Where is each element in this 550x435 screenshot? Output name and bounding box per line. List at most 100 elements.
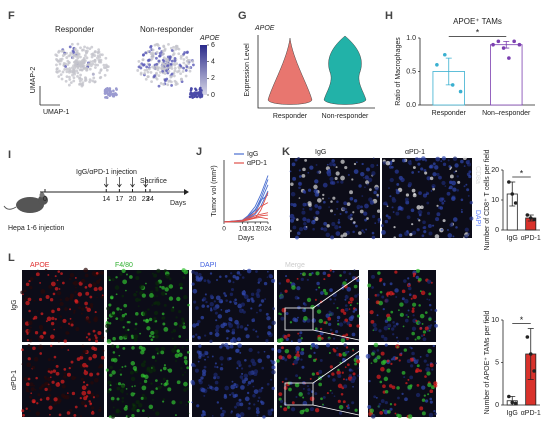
cell [56,279,59,282]
cell [156,268,161,273]
cell [360,205,363,209]
umap-cell [65,56,69,59]
umap-cell [144,77,148,81]
cell [342,378,345,381]
cell [343,384,348,389]
cell [84,273,89,278]
cell [323,278,326,281]
cell [326,392,329,395]
cell [429,324,433,327]
cell [403,376,406,379]
legend-label: IgG [247,151,258,158]
cell [167,387,172,392]
cell [457,180,461,184]
cell [183,388,187,392]
data-point [512,39,516,44]
panel-label: K [282,146,290,158]
umap-cell [97,48,101,51]
cell [93,287,98,292]
cell [308,203,312,207]
cell [21,409,25,413]
schedule-label: IgG/αPD-1 injection [76,169,137,176]
umap-cell [70,70,73,74]
panel-label: H [385,10,393,22]
umap-cell [79,46,82,50]
cell [332,196,336,200]
cell [447,229,449,231]
cell [176,380,181,385]
cell [35,376,38,380]
cell [299,331,303,335]
cell [250,292,255,297]
cell [391,198,397,203]
cell [386,316,392,322]
umap-cell [85,49,89,53]
cell [370,414,376,419]
cell [383,325,389,331]
umap-cell [83,66,87,70]
cell [372,157,375,160]
cell [325,232,330,238]
cell [186,350,190,354]
cell [382,161,387,165]
data-point [525,213,530,217]
cell [349,196,354,201]
umap-cell [198,88,202,91]
cell [301,365,305,369]
cell [350,301,353,304]
cell [38,386,43,390]
cell [300,337,303,340]
cell [159,369,163,372]
cell [40,312,44,316]
group-title: Responder [55,25,94,34]
cell [73,311,76,314]
cell [119,373,123,376]
cell [397,396,400,400]
cell [435,156,441,162]
cell [127,328,130,332]
cell [209,272,213,275]
umap-cell [182,66,185,70]
group-title: Non-responder [140,25,194,34]
cell [369,200,375,205]
cell [27,297,32,302]
cell [235,276,240,281]
cell [215,319,218,322]
umap-cell [169,46,173,50]
cell [346,405,348,408]
cell [81,385,87,391]
cell [405,193,410,197]
cell [33,315,38,320]
cell [348,272,352,275]
cell [111,311,116,315]
cell [336,353,340,357]
cell [334,298,337,301]
umap-cell [78,68,82,72]
cell [85,336,88,339]
cell [353,269,356,271]
cell [162,366,167,371]
umap-cell [190,87,193,90]
cell [63,371,67,375]
cell [420,205,424,210]
cell [425,353,429,358]
cell [148,317,153,322]
cell [329,209,334,213]
cell [371,173,375,176]
cell [133,334,139,339]
umap-cell [200,95,204,98]
cell [452,187,457,192]
cell [229,300,232,304]
cell [426,371,431,376]
cell [271,360,276,365]
cell [291,401,295,405]
cell [322,271,327,275]
cell [265,339,269,343]
cell [415,268,420,273]
significance-label: * [520,168,524,178]
cell [230,287,235,292]
cell [393,403,397,406]
cell [236,337,242,342]
cell [306,297,312,303]
cell [257,358,263,364]
